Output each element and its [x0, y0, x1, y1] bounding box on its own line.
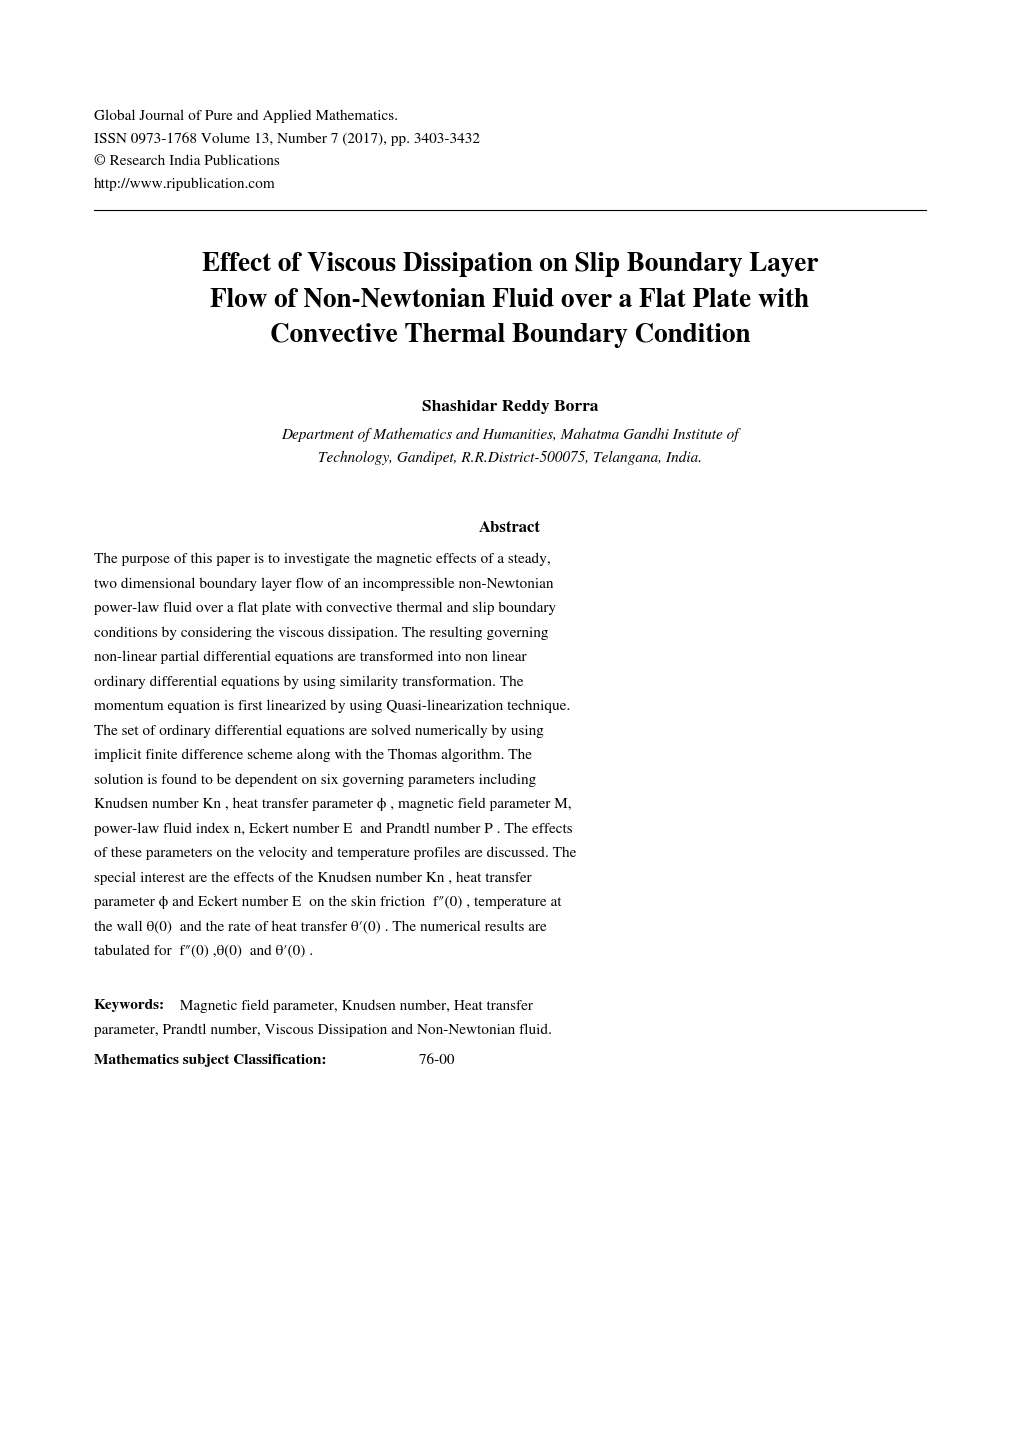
Text: Magnetic field parameter, Knudsen number, Heat transfer: Magnetic field parameter, Knudsen number… — [176, 1000, 533, 1013]
Text: Shashidar Reddy Borra: Shashidar Reddy Borra — [421, 401, 598, 415]
Text: implicit finite difference scheme along with the Thomas algorithm. The: implicit finite difference scheme along … — [94, 749, 531, 762]
Text: Convective Thermal Boundary Condition: Convective Thermal Boundary Condition — [269, 323, 750, 347]
Text: The purpose of this paper is to investigate the magnetic effects of a steady,: The purpose of this paper is to investig… — [94, 553, 550, 566]
Text: Global Journal of Pure and Applied Mathematics.: Global Journal of Pure and Applied Mathe… — [94, 110, 397, 124]
Text: ordinary differential equations by using similarity transformation. The: ordinary differential equations by using… — [94, 676, 523, 689]
Text: Technology, Gandipet, R.R.District-500075, Telangana, India.: Technology, Gandipet, R.R.District-50007… — [318, 451, 701, 465]
Text: conditions by considering the viscous dissipation. The resulting governing: conditions by considering the viscous di… — [94, 627, 548, 640]
Text: Department of Mathematics and Humanities, Mahatma Gandhi Institute of: Department of Mathematics and Humanities… — [281, 428, 738, 442]
Text: Effect of Viscous Dissipation on Slip Boundary Layer: Effect of Viscous Dissipation on Slip Bo… — [202, 252, 817, 277]
Text: Mathematics subject Classification:: Mathematics subject Classification: — [94, 1053, 326, 1066]
Text: Keywords:: Keywords: — [94, 1000, 165, 1013]
Text: © Research India Publications: © Research India Publications — [94, 156, 279, 169]
Text: non-linear partial differential equations are transformed into non linear: non-linear partial differential equation… — [94, 651, 526, 664]
Text: the wall θ(0)  and the rate of heat transfer θ′(0) . The numerical results are: the wall θ(0) and the rate of heat trans… — [94, 921, 546, 934]
Text: power-law fluid index n, Eckert number Eₑ and Prandtl number Pᵣ. The effects: power-law fluid index n, Eckert number E… — [94, 823, 572, 836]
Text: power-law fluid over a flat plate with convective thermal and slip boundary: power-law fluid over a flat plate with c… — [94, 602, 555, 615]
Text: solution is found to be dependent on six governing parameters including: solution is found to be dependent on six… — [94, 774, 536, 787]
Text: special interest are the effects of the Knudsen number Knₓ, heat transfer: special interest are the effects of the … — [94, 872, 531, 885]
Text: Knudsen number Knₓ, heat transfer parameter ϕ , magnetic field parameter M,: Knudsen number Knₓ, heat transfer parame… — [94, 798, 571, 811]
Text: parameter ϕ and Eckert number Eₑ on the skin friction  f″(0) , temperature at: parameter ϕ and Eckert number Eₑ on the … — [94, 896, 560, 909]
Text: Abstract: Abstract — [479, 522, 540, 535]
Text: two dimensional boundary layer flow of an incompressible non-Newtonian: two dimensional boundary layer flow of a… — [94, 578, 552, 591]
Text: http://www.ripublication.com: http://www.ripublication.com — [94, 177, 275, 190]
Text: ISSN 0973-1768 Volume 13, Number 7 (2017), pp. 3403-3432: ISSN 0973-1768 Volume 13, Number 7 (2017… — [94, 133, 479, 147]
Text: 76-00: 76-00 — [415, 1053, 453, 1068]
Text: parameter, Prandtl number, Viscous Dissipation and Non-Newtonian fluid.: parameter, Prandtl number, Viscous Dissi… — [94, 1025, 551, 1038]
Text: momentum equation is first linearized by using Quasi-linearization technique.: momentum equation is first linearized by… — [94, 700, 570, 713]
Text: of these parameters on the velocity and temperature profiles are discussed. The: of these parameters on the velocity and … — [94, 847, 576, 860]
Text: The set of ordinary differential equations are solved numerically by using: The set of ordinary differential equatio… — [94, 725, 543, 738]
Text: tabulated for  f″(0) ,θ(0)  and θ′(0) .: tabulated for f″(0) ,θ(0) and θ′(0) . — [94, 945, 313, 958]
Text: Flow of Non-Newtonian Fluid over a Flat Plate with: Flow of Non-Newtonian Fluid over a Flat … — [210, 288, 809, 313]
